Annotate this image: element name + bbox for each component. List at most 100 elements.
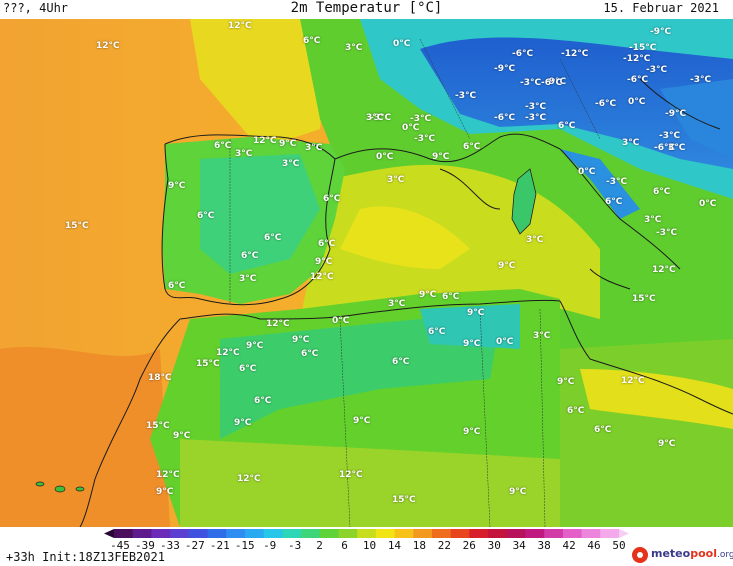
temperature-map: 12°C 12°C 6°C 3°C 0°C -9°C -6°C -12°C -15°C -12°C… <box>0 19 733 527</box>
temperature-label: -6°C <box>627 75 649 85</box>
colorbar-tick-label: 34 <box>512 539 526 552</box>
colorbar-swatch <box>488 529 508 538</box>
temperature-label: -9°C <box>665 109 687 119</box>
temperature-label: 0°C <box>376 152 394 162</box>
temperature-label: 6°C <box>323 194 341 204</box>
temperature-label: -9°C <box>545 77 567 87</box>
colorbar-tick-label: 38 <box>537 539 551 552</box>
temperature-label: 12°C <box>237 474 261 484</box>
temperature-label: 6°C <box>301 349 319 359</box>
temperature-label: 6°C <box>318 239 336 249</box>
east-med-yellow <box>580 369 733 429</box>
temperature-label: -3°C <box>656 228 678 238</box>
sahara-green <box>180 439 560 527</box>
temperature-label: 9°C <box>419 290 437 300</box>
temperature-label: 12°C <box>339 470 363 480</box>
temperature-label: -3°C <box>410 114 432 124</box>
temperature-label: 9°C <box>463 339 481 349</box>
colorbar-swatch <box>338 529 358 538</box>
colorbar-ticks: -45 -39 -33 -27 -21 -15 -9 -3 2 6 10 14 18 22 26 30 34 38… <box>104 539 629 552</box>
colorbar-swatch <box>394 529 414 538</box>
balearic-yellow <box>340 206 470 269</box>
coastlines <box>79 78 733 527</box>
temperature-label: 6°C <box>254 396 272 406</box>
temperature-label: 0°C <box>393 39 411 49</box>
colorbar-swatch <box>244 529 265 538</box>
temperature-label: 9°C <box>463 427 481 437</box>
colorbar-tick-label: -39 <box>135 539 155 552</box>
colorbar-swatch <box>357 529 377 538</box>
sardinia-island <box>511 168 537 235</box>
temperature-label: 3°C <box>235 149 253 159</box>
temperature-label: 0°C <box>496 337 514 347</box>
colorbar-tick-label: 6 <box>341 539 348 552</box>
temperature-label: -6°C <box>512 49 534 59</box>
temperature-label: -12°C <box>561 49 589 59</box>
temperature-label: 9°C <box>246 341 264 351</box>
temperature-label: 15°C <box>392 495 416 505</box>
temperature-label: 9°C <box>292 335 310 345</box>
colorbar-swatch <box>226 529 246 538</box>
temperature-label: 6°C <box>594 425 612 435</box>
colorbar-tick-label: -33 <box>159 539 180 552</box>
temperature-label: 18°C <box>148 373 172 383</box>
temperature-label: 12°C <box>621 376 645 386</box>
temperature-label: -9°C <box>494 64 516 74</box>
forecast-time: ???, 4Uhr <box>3 1 69 15</box>
colorbar-tick-label: 18 <box>412 539 427 552</box>
temperature-label: 6°C <box>428 327 446 337</box>
temperature-label: 6°C <box>392 357 410 367</box>
colorbar-min-arrow <box>104 529 114 538</box>
temperature-label: -6°C <box>595 99 617 109</box>
colorbar-swatch <box>469 529 489 538</box>
colorbar-swatch <box>544 529 564 538</box>
chart-footer: -45 -39 -33 -27 -21 -15 -9 -3 2 6 10 14 18 22 26 30 34 38… <box>0 527 733 566</box>
temperature-label: 9°C <box>509 487 527 497</box>
temperature-label: 6°C <box>239 364 257 374</box>
colorbar-swatch <box>450 529 470 538</box>
colorbar-swatch <box>431 529 452 538</box>
colorbar-swatch <box>263 529 283 538</box>
libya-green <box>560 339 733 527</box>
logo-icon <box>632 547 648 563</box>
colorbar-swatch <box>506 529 526 538</box>
temperature-label: 12°C <box>652 265 676 275</box>
colorbar-tick-label: 26 <box>462 539 476 552</box>
chart-header: ???, 4Uhr 2m Temperatur [°C] 15. Februar… <box>0 0 733 19</box>
temperature-label: -3°C <box>690 75 712 85</box>
temperature-label: 9°C <box>279 139 297 149</box>
colorbar-tick-label: -15 <box>234 539 255 552</box>
colorbar-tick-label: -27 <box>184 539 205 552</box>
colorbar-tick-label: 10 <box>362 539 377 552</box>
temperature-label: -3°C <box>659 131 681 141</box>
temperature-label: 6°C <box>605 197 623 207</box>
temperature-label: 9°C <box>658 439 676 449</box>
temperature-label: -9°C <box>650 27 672 37</box>
temperature-label: -3°C <box>370 113 392 123</box>
temperature-label: -15°C <box>629 43 657 53</box>
biscay-yellow <box>190 19 330 149</box>
canary-islands <box>35 481 85 493</box>
borders <box>229 38 601 527</box>
temperature-label: 12°C <box>216 348 240 358</box>
temperature-label: -6°C <box>654 143 676 153</box>
temperature-label: 3°C <box>366 113 384 123</box>
colorbar-tick-label: -21 <box>209 539 230 552</box>
sahara-coast-field <box>0 346 170 527</box>
temperature-label: 6°C <box>463 142 481 152</box>
temperature-label: 9°C <box>173 431 191 441</box>
temperature-label: -3°C <box>606 177 628 187</box>
temperature-label: 9°C <box>168 181 186 191</box>
temperature-label: 12°C <box>156 470 180 480</box>
colorbar-tick-label: 14 <box>387 539 402 552</box>
temperature-label: 3°C <box>305 143 323 153</box>
colorbar-swatch <box>170 529 190 538</box>
temperature-label: 3°C <box>239 274 257 284</box>
colorbar-tick-label: 30 <box>487 539 501 552</box>
colorbar-swatch <box>562 529 583 538</box>
temperature-label: -3°C <box>455 91 477 101</box>
colorbar-swatch <box>600 529 620 538</box>
alps-cold <box>420 37 733 169</box>
temperature-label: -3°C <box>520 78 542 88</box>
temperature-label: -3°C <box>525 102 547 112</box>
